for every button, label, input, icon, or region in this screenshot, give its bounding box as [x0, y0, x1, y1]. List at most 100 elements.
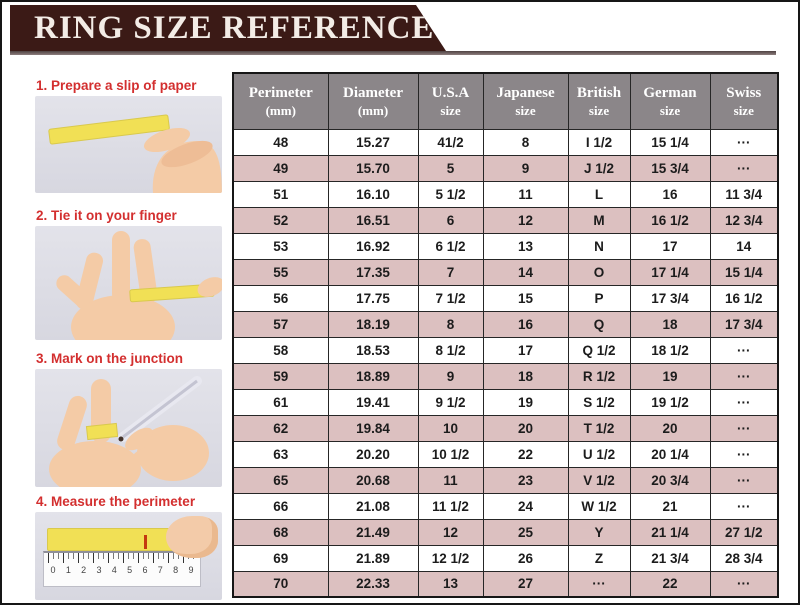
table-cell: 21.49 — [327, 518, 419, 546]
table-cell: ··· — [709, 466, 779, 494]
table-cell: 18 1/2 — [629, 336, 711, 364]
table-cell: 8 — [417, 310, 484, 338]
page-title: RING SIZE REFERENCE — [34, 9, 435, 46]
table-cell: T 1/2 — [567, 414, 631, 442]
finger — [166, 516, 218, 558]
table-row: 59 18.89 9 18 R 1/2 19 ··· — [232, 362, 779, 390]
table-cell: 18.89 — [327, 362, 419, 390]
table-body: 48 15.27 41/2 8 I 1/2 15 1/4 ··· 49 15.70 5 9 J 1/2… — [232, 128, 779, 598]
table-cell: 51 — [232, 180, 329, 208]
table-cell: 5 — [417, 154, 484, 182]
table-row: 69 21.89 12 1/2 26 Z 21 3/4 28 3/4 — [232, 544, 779, 572]
table-cell: 6 1/2 — [417, 232, 484, 260]
table-cell: 21.89 — [327, 544, 419, 572]
table-cell: 19.41 — [327, 388, 419, 416]
table-cell: Q 1/2 — [567, 336, 631, 364]
table-cell: Q — [567, 310, 631, 338]
ruler-number: 5 — [127, 565, 133, 575]
table-cell: 19 1/2 — [629, 388, 711, 416]
ruler-number: 1 — [65, 565, 71, 575]
right-hand — [125, 425, 209, 481]
table-row: 58 18.53 8 1/2 17 Q 1/2 18 1/2 ··· — [232, 336, 779, 364]
table-cell: 15.70 — [327, 154, 419, 182]
table-row: 49 15.70 5 9 J 1/2 15 3/4 ··· — [232, 154, 779, 182]
table-cell: 23 — [482, 466, 569, 494]
table-cell: 11 — [482, 180, 569, 208]
table-cell: 17 3/4 — [709, 310, 779, 338]
table-cell: 20 — [629, 414, 711, 442]
column-header-japanese: Japanese size — [482, 72, 569, 130]
table-cell: 24 — [482, 492, 569, 520]
table-row: 66 21.08 11 1/2 24 W 1/2 21 ··· — [232, 492, 779, 520]
table-cell: 59 — [232, 362, 329, 390]
table-cell: W 1/2 — [567, 492, 631, 520]
table-cell: 14 — [482, 258, 569, 286]
ruler-number: 4 — [111, 565, 117, 575]
table-cell: 27 1/2 — [709, 518, 779, 546]
table-cell: 21.08 — [327, 492, 419, 520]
column-header-german: German size — [629, 72, 711, 130]
table-cell: 12 — [482, 206, 569, 234]
table-cell: 13 — [417, 570, 484, 598]
table-cell: 20 — [482, 414, 569, 442]
table-cell: 17 3/4 — [629, 284, 711, 312]
step-4-label: 4. Measure the perimeter — [36, 494, 196, 509]
table-cell: ··· — [709, 414, 779, 442]
table-cell: 10 — [417, 414, 484, 442]
table-row: 55 17.35 7 14 O 17 1/4 15 1/4 — [232, 258, 779, 286]
paper-slip — [48, 114, 170, 145]
table-cell: 21 1/4 — [629, 518, 711, 546]
table-cell: ··· — [709, 388, 779, 416]
table-cell: 70 — [232, 570, 329, 598]
table-row: 48 15.27 41/2 8 I 1/2 15 1/4 ··· — [232, 128, 779, 156]
marking-junction-illustration — [49, 376, 209, 487]
table-cell: 27 — [482, 570, 569, 598]
table-cell: V 1/2 — [567, 466, 631, 494]
table-cell: 48 — [232, 128, 329, 156]
table-cell: P — [567, 284, 631, 312]
column-header-u-s-a: U.S.A size — [417, 72, 484, 130]
table-cell: 68 — [232, 518, 329, 546]
table-cell: 17 — [629, 232, 711, 260]
table-cell: 14 — [709, 232, 779, 260]
table-cell: 15 3/4 — [629, 154, 711, 182]
table-cell: 16.92 — [327, 232, 419, 260]
pen-tip — [118, 436, 124, 442]
table-row: 53 16.92 6 1/2 13 N 17 14 — [232, 232, 779, 260]
table-row: 62 19.84 10 20 T 1/2 20 ··· — [232, 414, 779, 442]
table-cell: 22 — [482, 440, 569, 468]
column-header-perimeter: Perimeter (mm) — [232, 72, 329, 130]
table-cell: 16.51 — [327, 206, 419, 234]
table-cell: 19 — [482, 388, 569, 416]
table-cell: J 1/2 — [567, 154, 631, 182]
table-cell: 69 — [232, 544, 329, 572]
table-cell: 22 — [629, 570, 711, 598]
table-cell: 55 — [232, 258, 329, 286]
table-row: 57 18.19 8 16 Q 18 17 3/4 — [232, 310, 779, 338]
table-cell: 9 — [417, 362, 484, 390]
step-2-label: 2. Tie it on your finger — [36, 208, 177, 223]
table-cell: 58 — [232, 336, 329, 364]
table-cell: 15 — [482, 284, 569, 312]
table-cell: 10 1/2 — [417, 440, 484, 468]
table-cell: ··· — [709, 440, 779, 468]
table-cell: 8 — [482, 128, 569, 156]
table-cell: 66 — [232, 492, 329, 520]
table-cell: 16 1/2 — [629, 206, 711, 234]
ruler-number: 6 — [142, 565, 148, 575]
table-cell: I 1/2 — [567, 128, 631, 156]
table-cell: 6 — [417, 206, 484, 234]
step-2-photo — [35, 226, 222, 340]
table-cell: 15 1/4 — [709, 258, 779, 286]
table-cell: 63 — [232, 440, 329, 468]
hand-with-paper-slip-illustration — [48, 114, 222, 193]
hand — [56, 231, 175, 340]
table-header-row: Perimeter (mm) Diameter (mm) U.S.A size Japane… — [232, 72, 779, 130]
step-1-photo — [35, 96, 222, 193]
table-cell: ··· — [709, 492, 779, 520]
table-cell: 61 — [232, 388, 329, 416]
ruler-number: 9 — [188, 565, 194, 575]
table-cell: 20.68 — [327, 466, 419, 494]
table-cell: 9 — [482, 154, 569, 182]
